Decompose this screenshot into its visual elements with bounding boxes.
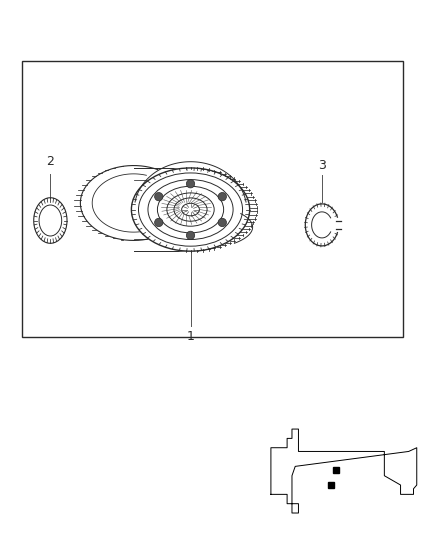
- Text: 3: 3: [318, 159, 326, 172]
- Bar: [22, 61, 403, 336]
- Circle shape: [187, 180, 195, 188]
- Circle shape: [218, 219, 226, 227]
- Text: 2: 2: [46, 155, 54, 168]
- Circle shape: [187, 231, 195, 239]
- Circle shape: [155, 192, 163, 201]
- Ellipse shape: [182, 203, 199, 216]
- Text: 1: 1: [187, 330, 194, 343]
- Circle shape: [218, 192, 226, 201]
- Circle shape: [155, 219, 163, 227]
- Polygon shape: [131, 168, 191, 251]
